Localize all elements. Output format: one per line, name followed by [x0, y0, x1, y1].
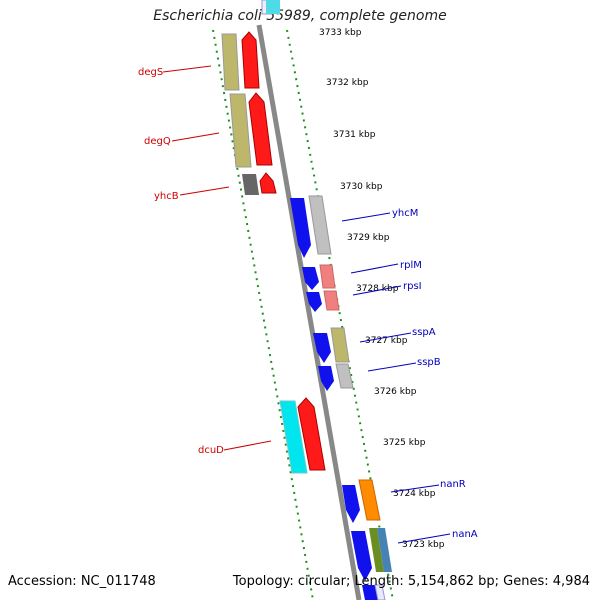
gene-top-cyan: [266, 0, 280, 14]
gene-degS-arrow: [241, 31, 260, 89]
kbp-label: 3733 kbp: [319, 28, 362, 38]
leader-line-degS: [162, 65, 212, 73]
gene-label-yhcM: yhcM: [392, 208, 418, 219]
gene-yhcM-arrow: [290, 198, 311, 258]
gene-label-dcuD: dcuD: [198, 445, 224, 456]
gene-nanR-arrow: [342, 485, 360, 523]
kbp-label: 3724 kbp: [393, 489, 436, 499]
gene-label-rplM: rplM: [400, 260, 422, 271]
map-title: Escherichia coli 55989, complete genome: [153, 8, 447, 24]
gene-sspB-arrow: [318, 366, 334, 391]
kbp-label: 3726 kbp: [374, 387, 417, 397]
gene-nanA-box1: [369, 528, 384, 572]
gene-nanA-arrow: [351, 531, 372, 581]
leader-line-yhcM: [341, 212, 391, 222]
leader-line-yhcB: [179, 186, 230, 196]
leader-line-dcuD: [223, 440, 272, 451]
gene-label-nanR: nanR: [440, 479, 466, 490]
gene-label-degS: degS: [138, 67, 163, 78]
kbp-label: 3723 kbp: [402, 540, 445, 550]
gene-label-degQ: degQ: [144, 136, 171, 147]
gene-nanR-box: [358, 479, 381, 521]
leader-line-rpsI: [352, 285, 402, 296]
gene-sspA-arrow: [313, 333, 331, 363]
gene-sspA-box: [330, 327, 350, 363]
kbp-label: 3728 kbp: [356, 284, 399, 294]
gene-nanA-box2: [377, 528, 392, 572]
gene-rpsI-arrow: [306, 292, 322, 312]
leader-line-sspA: [359, 332, 412, 343]
gene-yhcB-arrow: [259, 172, 277, 194]
kbp-label: 3732 kbp: [326, 78, 369, 88]
leader-line-rplM: [350, 263, 399, 274]
gene-rpsI-box: [323, 290, 340, 311]
kbp-label: 3730 kbp: [340, 182, 383, 192]
gene-yhcM-box: [308, 195, 332, 255]
gene-label-nanA: nanA: [452, 529, 478, 540]
gene-degQ-box: [229, 93, 252, 168]
gene-rplM-box: [319, 264, 336, 289]
gene-label-yhcB: yhcB: [154, 191, 179, 202]
kbp-label: 3729 kbp: [347, 233, 390, 243]
gene-label-sspA: sspA: [412, 327, 436, 338]
gene-label-sspB: sspB: [417, 357, 441, 368]
topology-text: Topology: circular; Length: 5,154,862 bp…: [232, 574, 590, 589]
accession-text: Accession: NC_011748: [8, 574, 156, 589]
leader-line-degQ: [171, 132, 220, 142]
leader-line-nanR: [390, 484, 440, 493]
gene-yhcB-box: [242, 174, 259, 195]
gene-rplM-arrow: [302, 267, 319, 290]
gene-sspB-box: [335, 363, 354, 389]
backbone: [256, 24, 362, 600]
gene-degQ-arrow: [248, 92, 273, 166]
leader-line-nanA: [397, 533, 451, 544]
gene-degS-box: [221, 33, 240, 91]
gene-bottom-blue: [362, 585, 378, 600]
leader-line-sspB: [367, 362, 417, 372]
kbp-label: 3727 kbp: [365, 336, 408, 346]
gene-label-rpsI: rpsI: [403, 281, 422, 292]
kbp-label: 3731 kbp: [333, 130, 376, 140]
gene-dcuD-box: [279, 400, 308, 474]
gene-bottom-white: [374, 584, 386, 600]
gene-dcuD-arrow: [297, 397, 326, 471]
kbp-label: 3725 kbp: [383, 438, 426, 448]
